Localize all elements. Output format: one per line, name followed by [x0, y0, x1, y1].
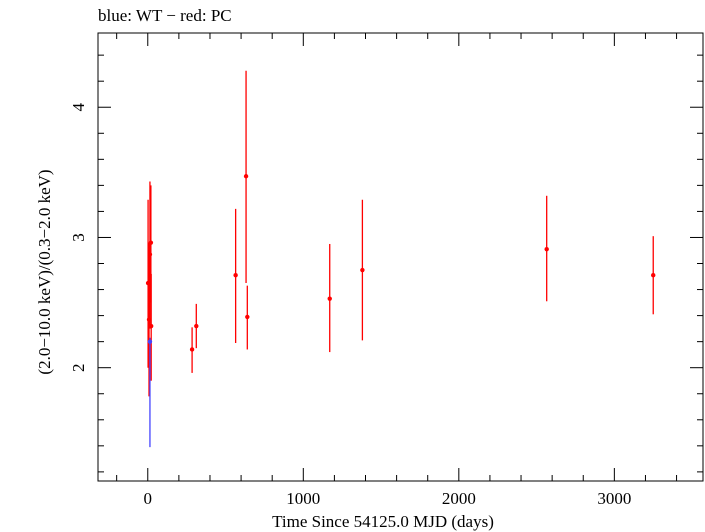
x-axis-label: Time Since 54125.0 MJD (days) [272, 512, 494, 531]
chart-title: blue: WT − red: PC [98, 6, 232, 25]
axis-ticks [98, 33, 703, 481]
data-point [146, 317, 152, 322]
x-tick-label: 0 [144, 489, 153, 508]
data-point [148, 240, 154, 245]
axis-tick-labels: 0 1000 2000 3000 2 3 4 [69, 102, 631, 508]
x-tick-label: 1000 [286, 489, 320, 508]
y-tick-label: 4 [69, 102, 88, 111]
data-point [145, 280, 151, 286]
data-marks [145, 70, 656, 448]
data-point [544, 246, 549, 252]
data-point [243, 174, 249, 179]
plot-frame [97, 32, 704, 482]
data-point [148, 323, 154, 329]
data-point [327, 296, 332, 301]
y-tick-label: 2 [69, 363, 88, 372]
y-tick-label: 3 [69, 233, 88, 242]
y-axis-label: (2.0−10.0 keV)/(0.3−2.0 keV) [35, 169, 54, 374]
data-point [189, 347, 195, 352]
x-tick-label: 3000 [597, 489, 631, 508]
x-tick-label: 2000 [442, 489, 476, 508]
data-point [245, 314, 250, 320]
data-point [233, 273, 238, 278]
data-point [194, 323, 199, 329]
data-point [651, 273, 656, 278]
data-point [147, 252, 153, 257]
data-point [360, 267, 365, 273]
data-point [147, 339, 153, 344]
